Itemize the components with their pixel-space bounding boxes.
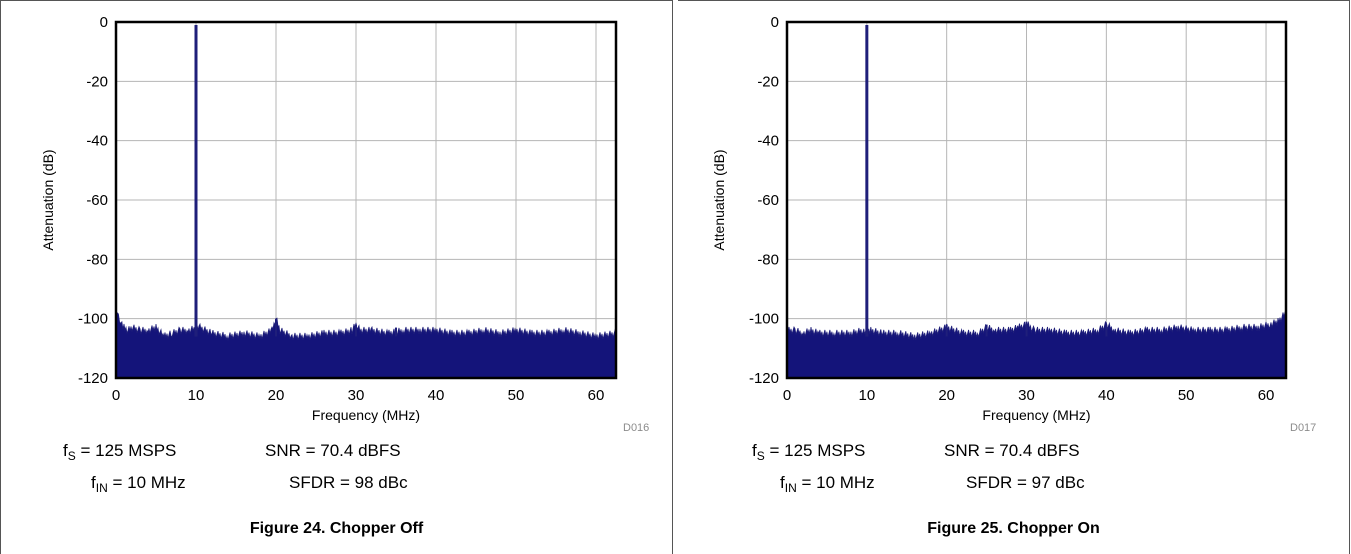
y-tick-label: -80 — [86, 251, 108, 268]
y-tick-label: -120 — [78, 370, 108, 387]
input-frequency-label: fIN = 10 MHz — [91, 473, 186, 495]
sample-rate-label: fS = 125 MSPS — [752, 441, 866, 463]
x-tick-label: 20 — [938, 387, 955, 404]
noise-floor-area — [786, 311, 1287, 379]
figure-25-panel: 0 10 20 30 40 50 60 0 -20 -40 -60 -80 -100 -120 Freque… — [678, 0, 1350, 554]
y-tick-label: 0 — [100, 14, 108, 31]
plot-frame — [785, 20, 1288, 380]
x-tick-label: 30 — [1018, 387, 1035, 404]
x-tick-label: 50 — [508, 387, 525, 404]
y-tick-label: -100 — [749, 311, 779, 328]
x-axis-title: Frequency (MHz) — [312, 407, 420, 423]
sample-rate-label: fS = 125 MSPS — [63, 441, 177, 463]
snr-label: SNR = 70.4 dBFS — [265, 441, 401, 460]
x-tick-label: 40 — [428, 387, 445, 404]
x-tick-label: 10 — [858, 387, 875, 404]
x-tick-label: 60 — [588, 387, 605, 404]
figure-caption: Figure 24. Chopper Off — [249, 520, 424, 537]
noise-floor-area — [115, 312, 617, 379]
sfdr-label: SFDR = 98 dBc — [289, 473, 408, 492]
y-tick-label: -20 — [86, 73, 108, 90]
figure-caption: Figure 25. Chopper On — [927, 520, 1100, 537]
y-axis-title: Attenuation (dB) — [711, 149, 727, 250]
input-frequency-label: fIN = 10 MHz — [780, 473, 875, 495]
x-tick-label: 10 — [188, 387, 205, 404]
x-tick-label: 20 — [268, 387, 285, 404]
figure-code: D016 — [623, 422, 650, 434]
spectrum-chart-chopper-on: 0 10 20 30 40 50 60 0 -20 -40 -60 -80 -100 -120 Freque… — [711, 14, 1288, 423]
x-tick-label: 40 — [1098, 387, 1115, 404]
snr-label: SNR = 70.4 dBFS — [944, 441, 1080, 460]
y-tick-label: 0 — [771, 14, 779, 31]
y-tick-label: -120 — [749, 370, 779, 387]
y-tick-label: -40 — [86, 133, 108, 150]
x-tick-label: 0 — [112, 387, 120, 404]
x-tick-label: 60 — [1258, 387, 1275, 404]
sfdr-label: SFDR = 97 dBc — [966, 473, 1085, 492]
y-tick-label: -60 — [86, 192, 108, 209]
x-tick-label: 0 — [783, 387, 791, 404]
x-tick-label: 30 — [348, 387, 365, 404]
spectrum-chart-chopper-off: 0 10 20 30 40 50 60 0 -20 -40 -60 -80 -100 -120 Freque… — [40, 14, 618, 423]
y-tick-label: -20 — [757, 73, 779, 90]
y-axis-title: Attenuation (dB) — [40, 149, 56, 250]
figure-code: D017 — [1290, 422, 1317, 434]
x-axis-title: Frequency (MHz) — [982, 407, 1090, 423]
figure-24-panel: 0 10 20 30 40 50 60 0 -20 -40 -60 -80 -100 -120 Freque… — [0, 0, 673, 554]
x-tick-label: 50 — [1178, 387, 1195, 404]
plot-frame — [114, 20, 618, 380]
y-tick-label: -80 — [757, 251, 779, 268]
y-tick-label: -60 — [757, 192, 779, 209]
y-tick-label: -40 — [757, 133, 779, 150]
y-tick-label: -100 — [78, 311, 108, 328]
